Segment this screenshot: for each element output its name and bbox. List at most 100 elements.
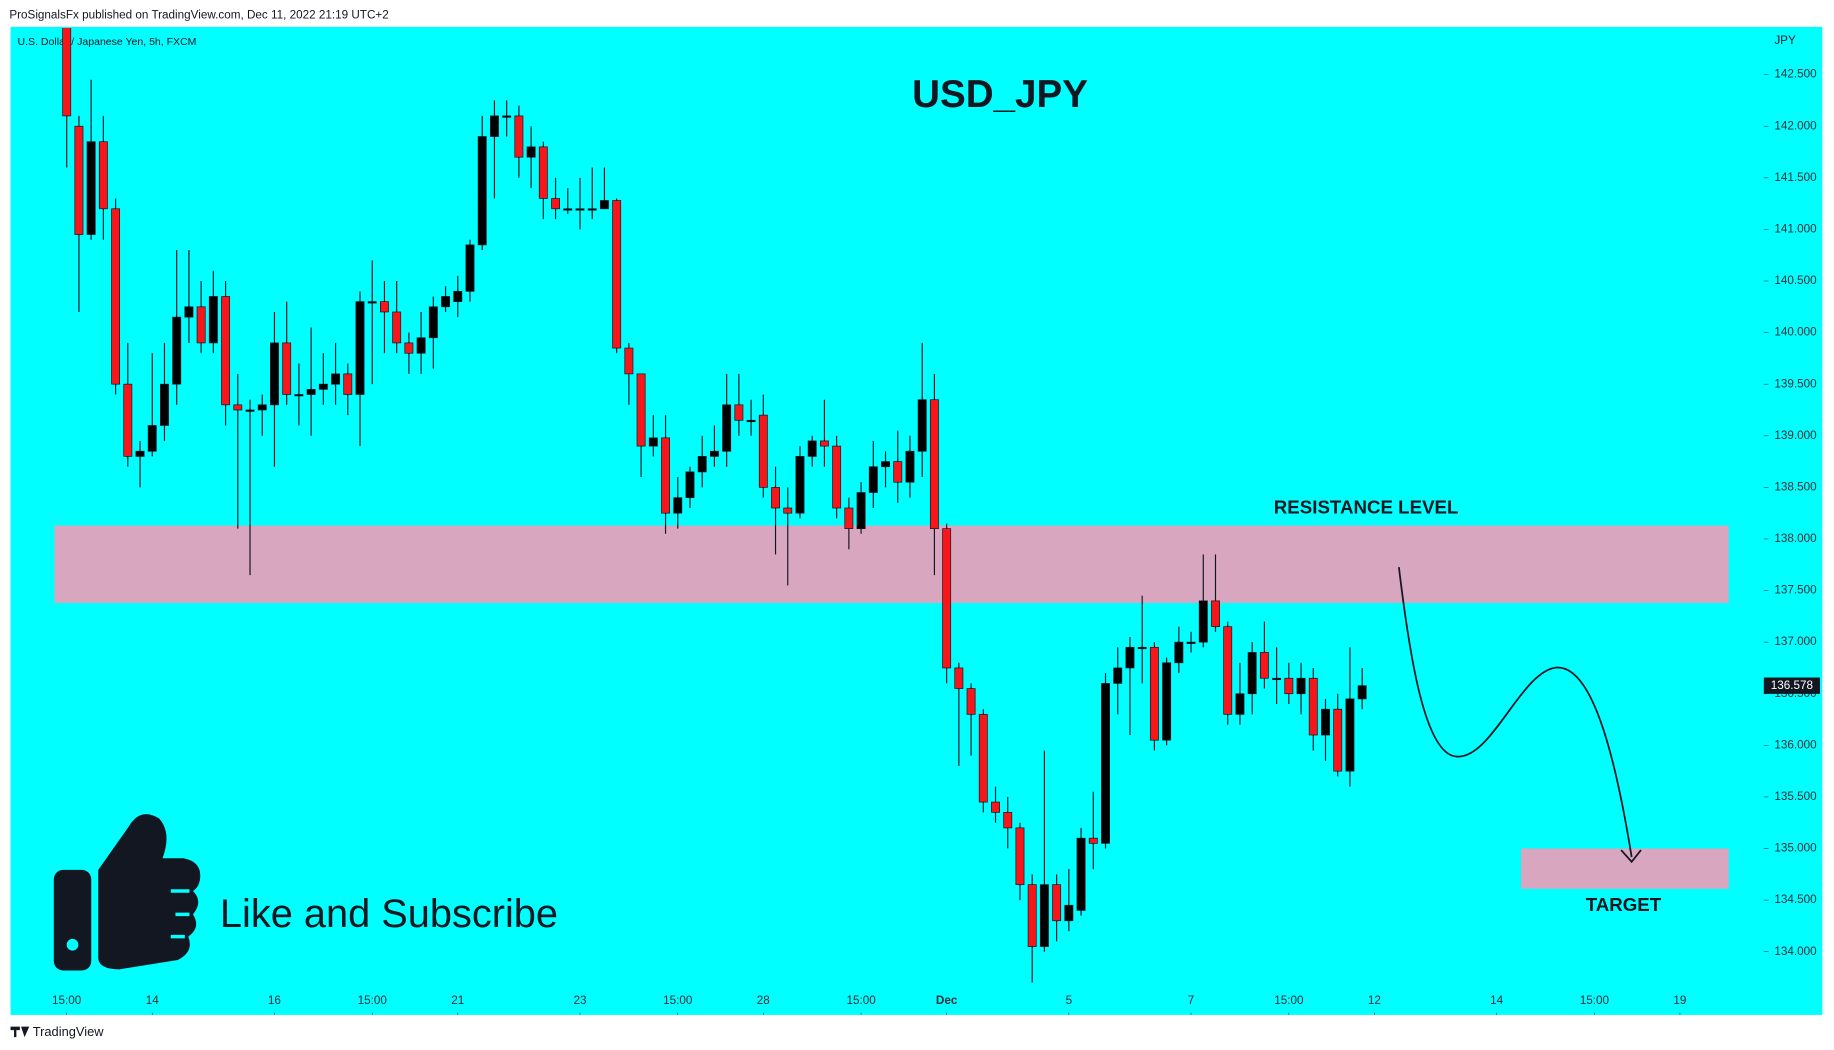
x-tick-label: 15:00 [1274, 994, 1304, 1007]
candle-body [722, 404, 732, 452]
candle-body [819, 440, 829, 447]
candle-body [477, 136, 487, 246]
candle-body [392, 311, 402, 344]
x-tick-label: 14 [146, 994, 160, 1007]
candle-body [1308, 677, 1318, 736]
candle-body [929, 399, 939, 529]
candle-body [196, 306, 206, 344]
candle-body [489, 115, 499, 137]
candle-body [1272, 677, 1282, 681]
candle-body [599, 200, 609, 210]
y-tick-label: 142.000 [1774, 119, 1817, 132]
candle-body [270, 342, 279, 406]
candle-body [1345, 698, 1355, 772]
x-tick-label: 15:00 [846, 994, 876, 1007]
call-to-action: Like and Subscribe [220, 892, 558, 936]
candle-body [160, 383, 169, 426]
candle-body [380, 301, 389, 313]
candle-body [1101, 683, 1110, 844]
last-price-label: 136.578 [1771, 679, 1813, 692]
last-price-tag [1763, 677, 1820, 694]
candle-body [966, 688, 976, 715]
candle-body [1284, 677, 1294, 695]
candle-body [367, 301, 377, 304]
candle-body [1064, 904, 1074, 922]
currency-label: JPY [1774, 34, 1796, 47]
candle-body [551, 198, 560, 210]
candle-body [123, 383, 133, 457]
candle-body [416, 337, 426, 354]
price-zone [54, 525, 1729, 603]
candle-body [917, 399, 927, 452]
candle-body [233, 404, 243, 411]
x-tick-label: 16 [268, 994, 281, 1007]
candle-body [306, 388, 316, 395]
candle-body [441, 296, 450, 308]
candle-body [1174, 641, 1184, 664]
y-tick-label: 134.000 [1774, 945, 1817, 958]
candle-body [453, 290, 463, 302]
candle-body [1125, 646, 1135, 669]
candle-body [758, 414, 768, 488]
candle-body [86, 141, 96, 235]
candle-body [208, 296, 218, 344]
candle-body [795, 456, 805, 514]
candle-body [502, 115, 512, 118]
x-tick-label: 23 [573, 994, 586, 1007]
candle-body [1333, 708, 1343, 772]
projection-arrowhead [1620, 849, 1642, 864]
candle-body [575, 208, 585, 211]
candle-body [514, 115, 524, 158]
publisher-header: ProSignalsFx published on TradingView.co… [9, 8, 388, 21]
x-tick-label: 14 [1490, 994, 1504, 1007]
candle-body [1052, 884, 1062, 922]
x-tick-label: 19 [1673, 994, 1686, 1007]
candle-body [563, 208, 573, 211]
candle-body [771, 487, 780, 509]
y-tick-label: 138.500 [1774, 480, 1817, 493]
candle-body [1113, 667, 1123, 684]
candle-body [74, 125, 84, 235]
candle-body [257, 404, 267, 411]
chart-title: USD_JPY [912, 73, 1088, 116]
x-tick-label: 28 [757, 994, 770, 1007]
x-tick-label: 21 [451, 994, 464, 1007]
x-tick-label: 15:00 [1580, 994, 1610, 1007]
candle-body [1076, 837, 1086, 911]
x-tick-label: 5 [1066, 994, 1073, 1007]
candle-body [1198, 600, 1208, 643]
candle-body [844, 507, 854, 529]
candle-body [245, 409, 255, 412]
candle-body [1235, 693, 1245, 715]
candle-body [1223, 626, 1233, 715]
candle-body [746, 419, 756, 423]
y-tick-label: 141.000 [1774, 223, 1817, 236]
candle-body [282, 342, 292, 395]
candle-body [1137, 646, 1147, 650]
candle-body [954, 667, 964, 689]
candle-body [343, 373, 353, 395]
y-tick-label: 142.500 [1774, 68, 1817, 81]
candle-body [612, 200, 622, 349]
candle-body [294, 394, 304, 397]
y-tick-label: 136.000 [1774, 738, 1817, 751]
candle-body [661, 437, 670, 514]
candle-body [636, 373, 646, 447]
candle-body [318, 383, 328, 390]
candle-body [1296, 677, 1306, 695]
y-tick-label: 137.500 [1774, 584, 1817, 597]
candle-body [673, 497, 683, 514]
candle-body [1162, 662, 1172, 741]
y-tick-label: 139.500 [1774, 377, 1817, 390]
candle-body [428, 306, 438, 339]
candle-body [991, 801, 1000, 813]
tradingview-logo [10, 1026, 30, 1038]
candle-body [1321, 708, 1330, 736]
candle-body [856, 492, 866, 529]
y-tick-label: 140.500 [1774, 274, 1817, 287]
candle-body [62, 28, 72, 117]
candle-body [331, 373, 341, 385]
candle-body [648, 437, 658, 447]
x-tick-label: 15:00 [358, 994, 388, 1007]
